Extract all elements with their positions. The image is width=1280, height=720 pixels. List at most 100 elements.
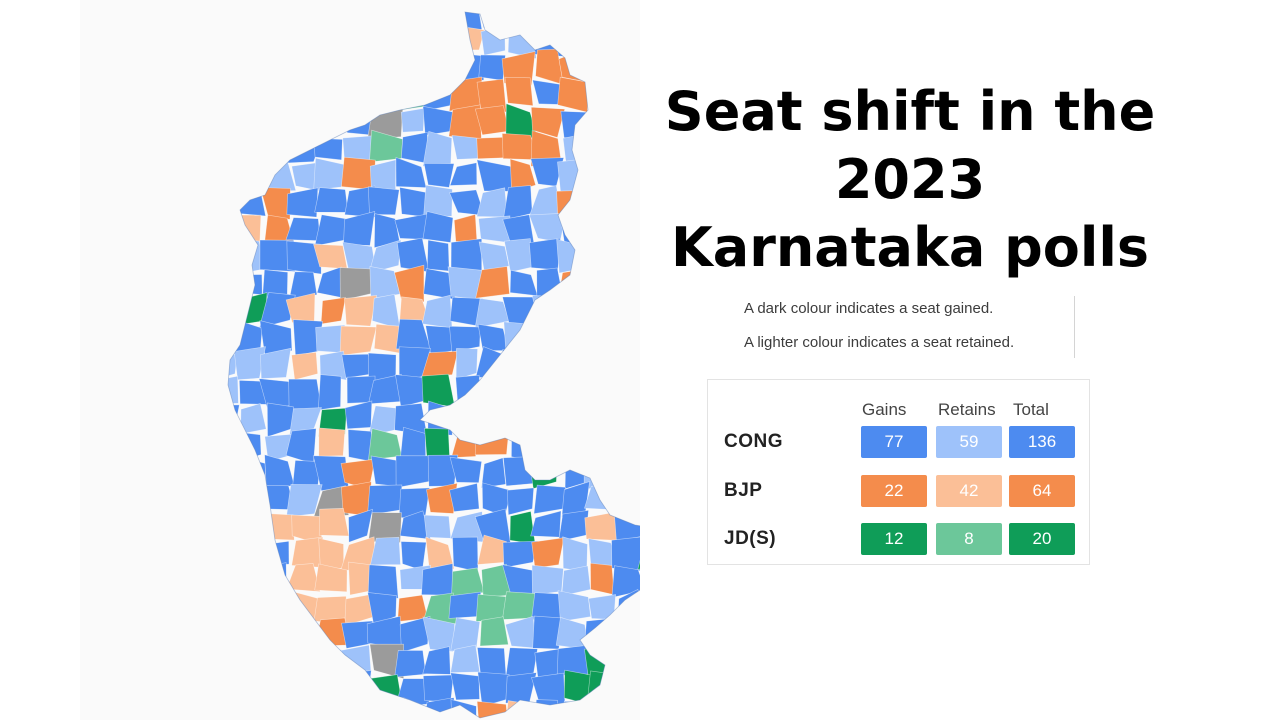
constituency-region xyxy=(558,294,593,327)
constituency-region xyxy=(528,12,565,28)
constituency-region xyxy=(259,102,296,138)
constituency-region xyxy=(228,83,241,112)
constituency-region xyxy=(313,157,348,191)
note-retained: A lighter colour indicates a seat retain… xyxy=(744,334,1015,351)
constituency-region xyxy=(264,671,294,706)
constituency-region xyxy=(237,214,262,246)
constituency-region xyxy=(396,237,430,273)
constituency-region xyxy=(232,79,264,107)
constituency-region xyxy=(339,267,375,302)
constituency-region xyxy=(341,25,374,55)
constituency-region xyxy=(228,484,241,514)
constituency-region xyxy=(342,704,376,718)
constituency-region xyxy=(344,400,373,430)
constituency-region xyxy=(557,76,590,113)
constituency-region xyxy=(475,405,513,432)
constituency-region xyxy=(591,377,615,409)
jds-gains-cell: 12 xyxy=(861,523,927,555)
constituency-region xyxy=(314,701,351,718)
bjp-total-cell: 64 xyxy=(1009,475,1075,507)
constituency-region xyxy=(235,512,266,545)
constituency-region xyxy=(422,674,454,703)
constituency-region xyxy=(558,376,591,406)
constituency-region xyxy=(583,22,620,53)
constituency-region xyxy=(590,401,613,436)
constituency-region xyxy=(422,616,456,653)
constituency-region xyxy=(611,535,640,572)
constituency-region xyxy=(228,509,240,538)
constituency-region xyxy=(239,137,269,165)
constituency-region xyxy=(531,434,564,463)
constituency-region xyxy=(291,536,324,568)
constituency-region xyxy=(616,429,640,463)
constituency-region xyxy=(502,540,539,569)
constituency-region xyxy=(449,325,481,353)
constituency-region xyxy=(613,12,640,32)
constituency-region xyxy=(228,159,241,194)
constituency-region xyxy=(583,12,612,29)
constituency-region xyxy=(367,484,403,516)
constituency-region xyxy=(586,432,619,460)
constituency-region xyxy=(286,563,321,593)
constituency-region xyxy=(289,648,317,677)
constituency-region xyxy=(422,294,453,329)
constituency-region xyxy=(476,159,513,192)
constituency-region xyxy=(481,457,506,489)
constituency-region xyxy=(286,187,319,218)
karnataka-map-panel xyxy=(80,0,640,720)
constituency-region xyxy=(426,239,450,272)
constituency-region xyxy=(235,670,263,705)
constituency-region xyxy=(228,564,241,599)
constituency-region xyxy=(531,537,565,569)
constituency-region xyxy=(318,105,345,133)
constituency-region xyxy=(475,346,512,379)
constituency-region xyxy=(315,77,350,109)
constituency-region xyxy=(374,699,404,718)
constituency-region xyxy=(291,351,319,381)
constituency-region xyxy=(449,456,483,483)
constituency-region xyxy=(449,162,478,186)
constituency-region xyxy=(503,321,539,355)
constituency-region xyxy=(609,293,640,328)
constituency-region xyxy=(367,592,397,626)
constituency-region xyxy=(584,618,619,654)
constituency-region xyxy=(228,291,243,328)
constituency-region xyxy=(451,135,481,160)
constituency-region xyxy=(259,320,293,357)
constituency-region xyxy=(529,459,558,490)
constituency-region xyxy=(236,538,270,571)
constituency-region xyxy=(228,536,241,567)
constituency-region xyxy=(421,373,456,408)
constituency-region xyxy=(394,25,424,58)
constituency-region xyxy=(477,671,510,707)
constituency-region xyxy=(505,615,537,649)
constituency-region xyxy=(318,427,346,457)
constituency-region xyxy=(556,12,589,28)
constituency-region xyxy=(423,514,452,539)
constituency-region xyxy=(340,77,376,111)
constituency-region xyxy=(369,266,401,300)
constituency-region xyxy=(228,352,238,382)
constituency-region xyxy=(235,274,263,296)
constituency-region xyxy=(530,510,562,538)
colour-notes: A dark colour indicates a seat gained. A… xyxy=(744,296,1075,358)
constituency-region xyxy=(589,346,619,381)
constituency-region xyxy=(612,456,640,492)
constituency-region xyxy=(536,349,566,383)
constituency-region xyxy=(263,12,297,32)
constituency-region xyxy=(228,375,239,405)
constituency-region xyxy=(530,106,566,138)
constituency-region xyxy=(232,28,265,57)
constituency-region xyxy=(233,702,262,718)
constituency-region xyxy=(259,158,297,192)
constituency-region xyxy=(423,163,455,188)
constituency-region xyxy=(289,12,321,33)
constituency-region xyxy=(339,325,377,356)
constituency-region xyxy=(637,617,640,651)
constituency-region xyxy=(479,616,509,647)
constituency-region xyxy=(394,264,425,303)
constituency-region xyxy=(314,563,348,593)
constituency-region xyxy=(611,27,640,55)
constituency-region xyxy=(228,48,236,83)
constituency-region xyxy=(367,12,401,32)
